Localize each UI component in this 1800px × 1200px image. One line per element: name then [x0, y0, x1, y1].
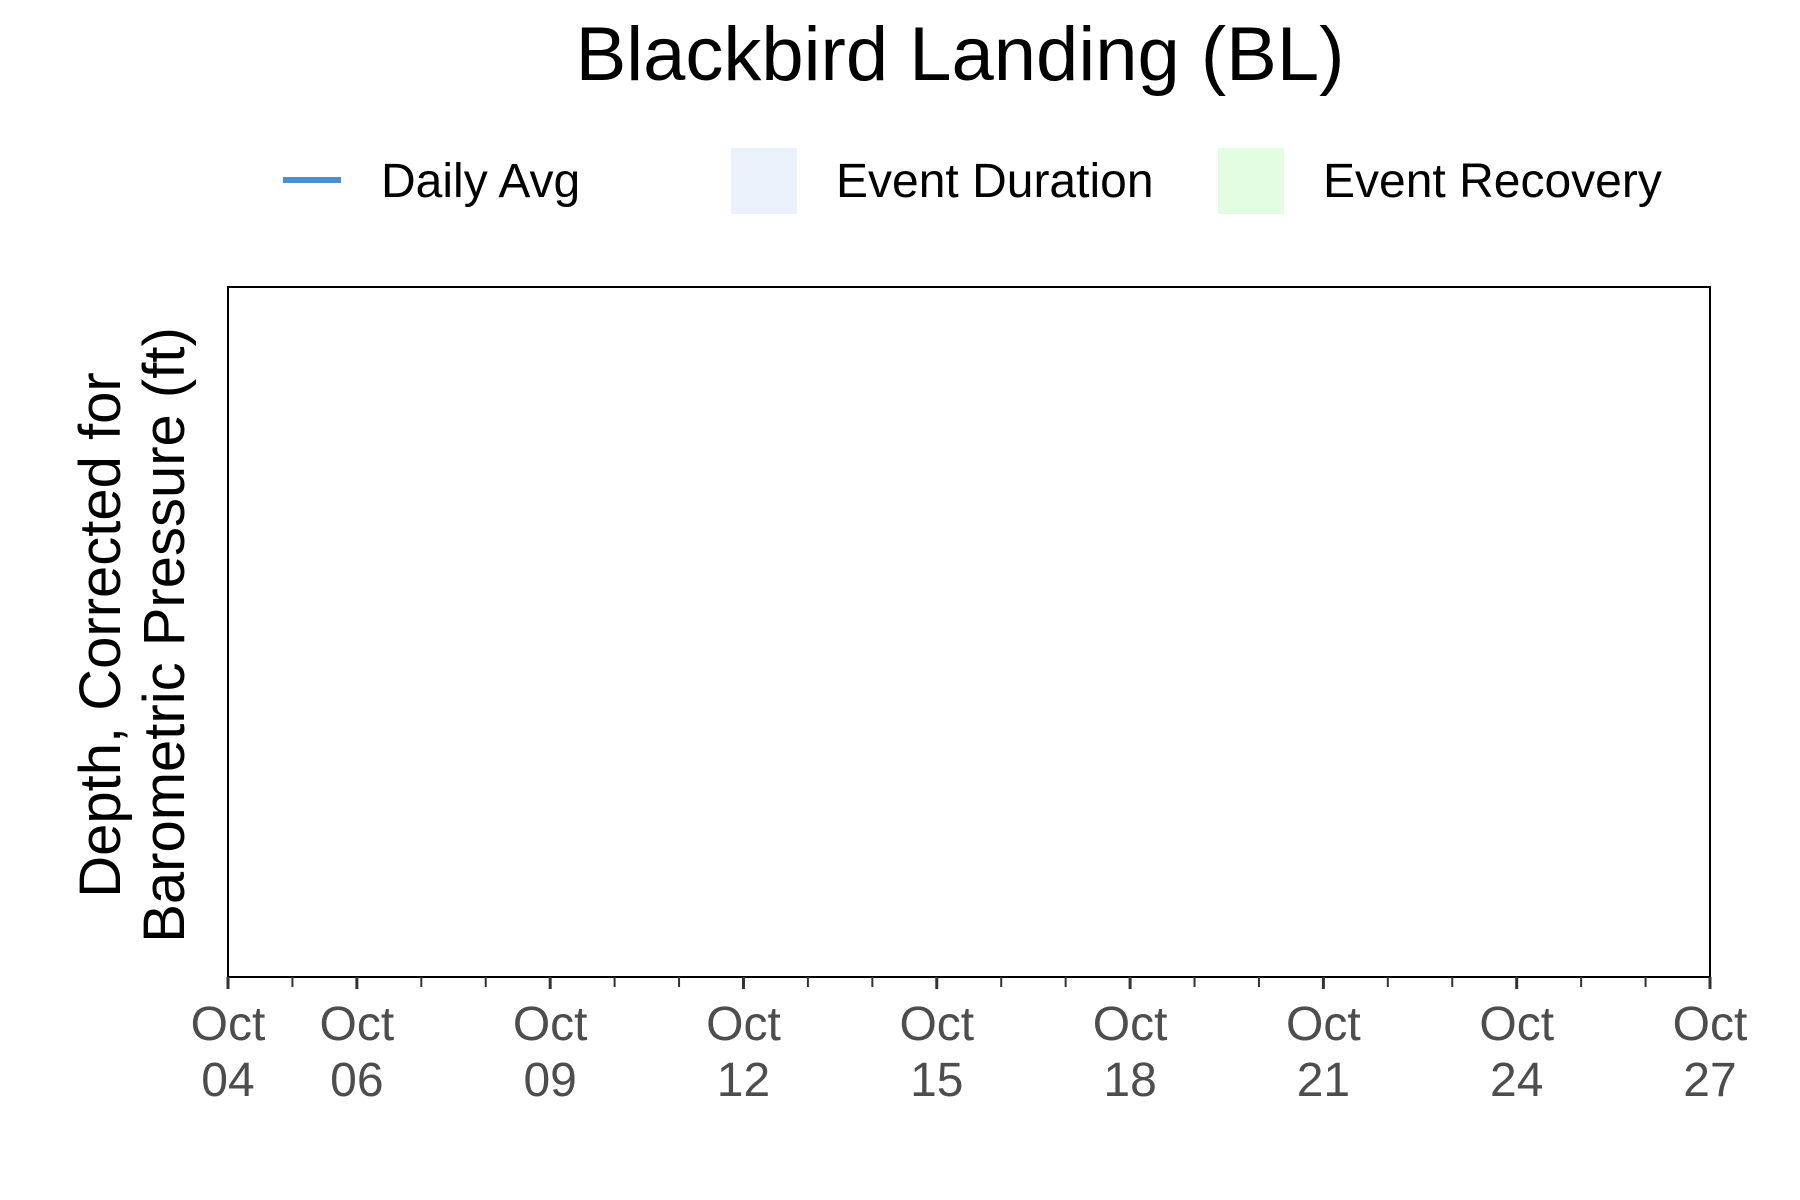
- x-tick-label-day: 12: [717, 1054, 770, 1107]
- chart-title: Blackbird Landing (BL): [576, 12, 1345, 97]
- x-tick-label-month: Oct: [706, 998, 781, 1051]
- x-tick-label-month: Oct: [899, 998, 974, 1051]
- x-tick-label-month: Oct: [513, 998, 588, 1051]
- x-tick-label-day: 27: [1683, 1054, 1736, 1107]
- x-tick-label-day: 06: [330, 1054, 383, 1107]
- y-axis-label-line-1: Depth, Corrected for: [68, 372, 133, 897]
- x-tick-label-day: 15: [910, 1054, 963, 1107]
- legend: Daily Avg Event Duration Event Recovery: [283, 148, 1662, 214]
- legend-label-event-duration: Event Duration: [836, 155, 1154, 208]
- y-axis-label: Depth, Corrected for Barometric Pressure…: [68, 327, 197, 943]
- x-tick-label-month: Oct: [1479, 998, 1554, 1051]
- x-tick-label-day: 18: [1103, 1054, 1156, 1107]
- legend-key-event-recovery: [1218, 148, 1284, 214]
- x-tick-label-month: Oct: [191, 998, 266, 1051]
- x-tick-label-day: 24: [1490, 1054, 1543, 1107]
- x-tick-label-month: Oct: [320, 998, 395, 1051]
- x-tick-label-day: 09: [523, 1054, 576, 1107]
- x-axis: [226, 976, 1712, 989]
- legend-key-event-duration: [731, 148, 797, 214]
- x-tick-label-day: 21: [1297, 1054, 1350, 1107]
- x-tick-label-month: Oct: [1093, 998, 1168, 1051]
- x-tick-label-month: Oct: [1286, 998, 1361, 1051]
- y-axis-label-line-2: Barometric Pressure (ft): [132, 327, 197, 943]
- x-tick-labels: Oct04Oct06Oct09Oct12Oct15Oct18Oct21Oct24…: [191, 998, 1748, 1107]
- x-tick-label-day: 04: [201, 1054, 254, 1107]
- x-tick-label-month: Oct: [1673, 998, 1748, 1051]
- plot-panel: [227, 286, 1711, 978]
- legend-label-event-recovery: Event Recovery: [1323, 155, 1662, 208]
- legend-label-daily-avg: Daily Avg: [381, 155, 580, 208]
